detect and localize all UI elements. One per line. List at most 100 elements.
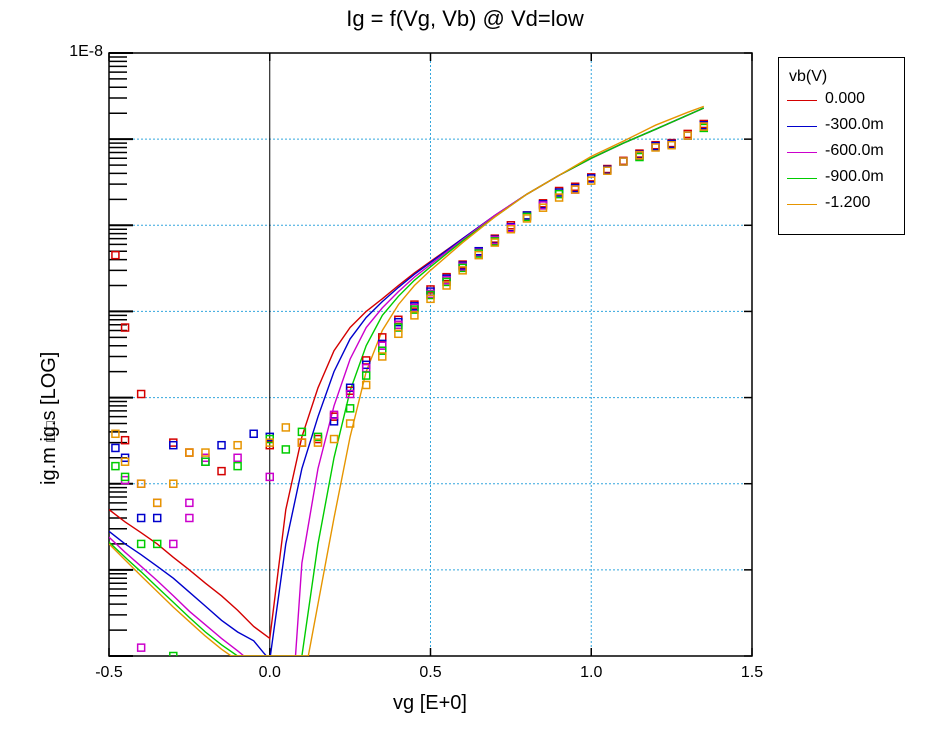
data-point <box>329 434 339 444</box>
data-point <box>201 448 210 457</box>
data-point <box>474 250 483 260</box>
data-point <box>249 429 258 439</box>
legend-title: vb(V) <box>789 68 828 85</box>
data-point <box>265 438 274 447</box>
data-point <box>233 453 242 463</box>
data-point <box>185 448 194 457</box>
data-point <box>169 440 178 450</box>
legend-item: -300.0m <box>779 116 904 138</box>
data-point <box>345 389 355 399</box>
data-point <box>201 457 210 466</box>
data-point <box>217 466 226 476</box>
data-point <box>152 513 162 523</box>
data-point <box>152 539 162 549</box>
data-point <box>603 166 612 175</box>
data-point <box>345 383 355 393</box>
data-point <box>345 404 355 413</box>
legend-item: -1.200 <box>779 194 904 216</box>
data-point <box>152 498 162 508</box>
data-point <box>410 305 419 314</box>
data-point <box>570 185 580 194</box>
data-point <box>329 410 339 420</box>
legend-swatch <box>787 204 817 205</box>
data-point <box>111 443 120 453</box>
data-point <box>120 457 130 466</box>
data-point <box>111 461 120 471</box>
data-point <box>313 438 323 447</box>
data-point <box>233 461 242 471</box>
data-point <box>522 214 532 223</box>
data-point <box>651 143 660 152</box>
y-axis-label-markers: □ □ <box>42 421 58 442</box>
x-tick-label: 1.5 <box>740 664 764 681</box>
data-point <box>619 157 628 166</box>
data-point <box>185 498 194 508</box>
data-point <box>313 432 323 442</box>
data-point <box>136 539 146 549</box>
data-point <box>185 448 194 457</box>
legend: vb(V) 0.000 -300.0m -600.0m -900.0m -1.200 <box>778 57 905 235</box>
series-line-0 <box>109 107 705 640</box>
legend-label: 0.000 <box>825 90 866 107</box>
data-point <box>297 438 307 447</box>
data-point <box>217 440 226 450</box>
axes <box>108 52 753 657</box>
data-point <box>152 498 162 508</box>
data-point <box>120 435 130 445</box>
data-point <box>410 311 419 320</box>
data-point <box>635 151 644 160</box>
data-point <box>394 323 403 332</box>
data-point <box>667 140 676 150</box>
data-point <box>111 429 120 439</box>
legend-swatch <box>787 178 817 179</box>
series-line-2 <box>109 107 705 656</box>
minor-ticks <box>109 52 133 657</box>
data-point <box>233 440 242 450</box>
x-tick-label: -0.5 <box>95 664 123 681</box>
x-tick-label: 1.0 <box>580 664 603 681</box>
data-point <box>136 479 146 488</box>
series-points <box>111 119 709 656</box>
data-point <box>361 380 371 390</box>
chart-title: Ig = f(Vg, Vb) @ Vd=low <box>346 6 584 31</box>
data-point <box>683 131 692 140</box>
x-axis-label: vg [E+0] <box>393 692 467 714</box>
data-point <box>265 472 274 482</box>
data-point <box>587 176 596 185</box>
data-point <box>554 193 564 202</box>
y-tick-label: 1E-8 <box>69 43 103 60</box>
data-point <box>297 427 307 437</box>
data-point <box>394 329 403 339</box>
legend-swatch <box>787 152 817 153</box>
data-point <box>394 315 403 325</box>
data-point <box>538 203 548 212</box>
legend-label: -900.0m <box>825 168 884 185</box>
legend-swatch <box>787 126 817 127</box>
data-point <box>120 323 130 332</box>
data-point <box>169 539 178 549</box>
x-tick-label: 0.5 <box>419 664 442 681</box>
data-point <box>169 651 178 656</box>
data-point <box>378 341 387 350</box>
data-point <box>169 479 178 488</box>
legend-swatch <box>787 100 817 101</box>
data-point <box>136 513 146 523</box>
legend-label: -300.0m <box>825 116 884 133</box>
legend-label: -600.0m <box>825 142 884 159</box>
data-point <box>699 122 709 131</box>
legend-item: -900.0m <box>779 168 904 190</box>
plot-frame <box>108 52 753 657</box>
data-point <box>185 513 194 523</box>
legend-item: -600.0m <box>779 142 904 164</box>
y-axis-label: ig.m ig.s [LOG] <box>38 351 60 485</box>
x-tick-label: 0.0 <box>258 664 281 681</box>
data-point <box>490 238 500 247</box>
data-point <box>136 643 146 652</box>
series-line-4 <box>109 105 705 656</box>
data-point <box>378 352 387 361</box>
data-point <box>506 224 516 234</box>
data-point <box>361 371 371 380</box>
data-point <box>458 266 467 275</box>
series-lines <box>109 105 705 656</box>
